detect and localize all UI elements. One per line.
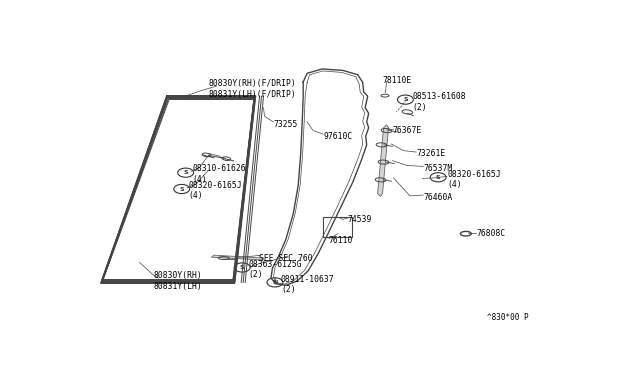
Text: 08911-10637
(2): 08911-10637 (2) <box>281 275 335 294</box>
Text: 78110E: 78110E <box>383 76 412 85</box>
Text: 80830Y(RH)
80831Y(LH): 80830Y(RH) 80831Y(LH) <box>154 271 202 291</box>
Text: S: S <box>403 97 408 102</box>
Text: 76110: 76110 <box>328 236 353 246</box>
Text: SEE SEC.760: SEE SEC.760 <box>259 254 312 263</box>
Text: 08513-61608
(2): 08513-61608 (2) <box>412 92 466 112</box>
Text: 76460A: 76460A <box>423 193 452 202</box>
Text: S: S <box>240 265 244 270</box>
Text: N: N <box>272 280 278 285</box>
Text: 97610C: 97610C <box>323 132 352 141</box>
Text: S: S <box>436 175 440 180</box>
Polygon shape <box>211 255 264 260</box>
Text: 08320-6165J
(4): 08320-6165J (4) <box>188 181 242 201</box>
Text: ^830*00 P: ^830*00 P <box>486 313 529 322</box>
Text: 73255: 73255 <box>273 121 298 129</box>
Text: 08363-6125G
(2): 08363-6125G (2) <box>249 260 302 279</box>
Bar <box>323 217 352 237</box>
Text: S: S <box>183 170 188 175</box>
Text: 73261E: 73261E <box>416 149 445 158</box>
Text: 76367E: 76367E <box>392 126 422 135</box>
Text: 74539: 74539 <box>348 215 372 224</box>
Text: 76808C: 76808C <box>477 229 506 238</box>
Text: 76537M: 76537M <box>423 164 452 173</box>
Text: 80830Y(RH)(F/DRIP)
80831Y(LH)(F/DRIP): 80830Y(RH)(F/DRIP) 80831Y(LH)(F/DRIP) <box>209 79 297 99</box>
Polygon shape <box>378 125 388 196</box>
Text: 08320-6165J
(4): 08320-6165J (4) <box>447 170 500 189</box>
Text: S: S <box>179 186 184 192</box>
Text: 08310-61626
(4): 08310-61626 (4) <box>192 164 246 184</box>
